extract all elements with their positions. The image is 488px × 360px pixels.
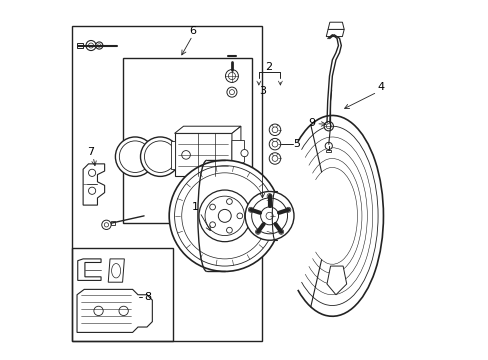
Circle shape bbox=[241, 149, 247, 157]
Circle shape bbox=[209, 222, 215, 228]
Circle shape bbox=[265, 212, 273, 220]
Text: 2: 2 bbox=[265, 62, 272, 72]
Circle shape bbox=[94, 306, 103, 316]
Circle shape bbox=[324, 122, 333, 131]
Circle shape bbox=[225, 69, 238, 82]
Text: 4: 4 bbox=[377, 82, 384, 93]
Circle shape bbox=[325, 142, 332, 149]
Circle shape bbox=[237, 213, 242, 219]
Circle shape bbox=[325, 124, 330, 129]
Circle shape bbox=[266, 194, 271, 199]
Circle shape bbox=[88, 43, 93, 48]
Circle shape bbox=[174, 166, 274, 266]
Circle shape bbox=[204, 196, 244, 235]
Circle shape bbox=[182, 173, 267, 259]
Circle shape bbox=[199, 190, 250, 242]
Circle shape bbox=[244, 192, 293, 240]
Polygon shape bbox=[231, 126, 241, 176]
Bar bbox=[72, 248, 172, 341]
Polygon shape bbox=[231, 140, 244, 169]
Circle shape bbox=[285, 207, 290, 212]
Bar bbox=[72, 26, 262, 341]
Polygon shape bbox=[325, 30, 344, 37]
Polygon shape bbox=[174, 126, 241, 134]
Text: 6: 6 bbox=[189, 26, 196, 36]
Circle shape bbox=[269, 153, 280, 164]
Text: 8: 8 bbox=[144, 292, 151, 302]
Text: 9: 9 bbox=[308, 118, 315, 128]
Text: 5: 5 bbox=[292, 139, 299, 149]
Circle shape bbox=[226, 227, 232, 233]
Text: 3: 3 bbox=[259, 86, 265, 96]
Polygon shape bbox=[108, 259, 124, 282]
Circle shape bbox=[271, 156, 277, 161]
Circle shape bbox=[169, 160, 280, 271]
Circle shape bbox=[269, 138, 280, 150]
Circle shape bbox=[260, 207, 278, 225]
Circle shape bbox=[144, 141, 176, 172]
Circle shape bbox=[278, 229, 283, 234]
Circle shape bbox=[271, 141, 277, 147]
Circle shape bbox=[97, 44, 101, 47]
Polygon shape bbox=[77, 289, 152, 332]
Circle shape bbox=[88, 187, 96, 194]
Text: 1: 1 bbox=[191, 202, 198, 212]
Polygon shape bbox=[174, 134, 231, 176]
Circle shape bbox=[115, 137, 155, 176]
Circle shape bbox=[182, 150, 190, 159]
Circle shape bbox=[119, 306, 128, 316]
Circle shape bbox=[226, 87, 237, 97]
Circle shape bbox=[104, 223, 108, 227]
Circle shape bbox=[119, 141, 151, 172]
Circle shape bbox=[255, 229, 260, 234]
Bar bbox=[122, 58, 251, 223]
Polygon shape bbox=[327, 22, 344, 30]
Circle shape bbox=[102, 220, 111, 229]
Polygon shape bbox=[78, 259, 101, 280]
Circle shape bbox=[86, 41, 96, 50]
Circle shape bbox=[251, 198, 287, 234]
Bar bbox=[77, 43, 82, 48]
Circle shape bbox=[218, 210, 231, 222]
Bar bbox=[325, 149, 330, 152]
Circle shape bbox=[271, 127, 277, 133]
Circle shape bbox=[226, 199, 232, 204]
Polygon shape bbox=[326, 266, 346, 295]
Circle shape bbox=[209, 204, 215, 210]
Circle shape bbox=[96, 42, 102, 49]
Text: 7: 7 bbox=[87, 147, 94, 157]
Circle shape bbox=[140, 137, 180, 176]
Circle shape bbox=[229, 90, 234, 95]
Circle shape bbox=[88, 169, 96, 176]
Bar bbox=[111, 221, 115, 225]
Polygon shape bbox=[171, 140, 174, 169]
Circle shape bbox=[248, 207, 253, 212]
Circle shape bbox=[269, 124, 280, 135]
Circle shape bbox=[228, 72, 235, 80]
Polygon shape bbox=[83, 164, 104, 205]
